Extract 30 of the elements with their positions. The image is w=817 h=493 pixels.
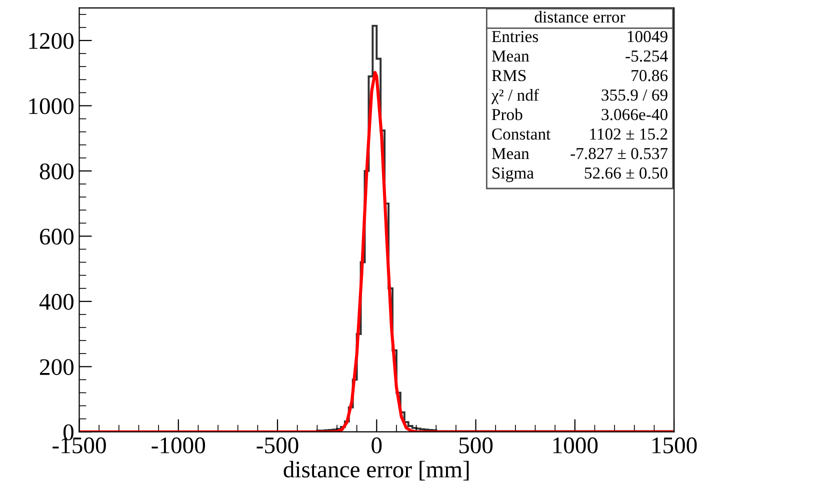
annotation: 355.9 / 69 bbox=[602, 89, 668, 101]
annotation: 52.66 ± 0.50 bbox=[584, 167, 668, 179]
x-tick-label: -500 bbox=[256, 437, 298, 454]
annotation: Entries bbox=[492, 30, 538, 42]
annotation: distance error bbox=[534, 10, 626, 23]
y-tick-label: 1000 bbox=[29, 98, 74, 114]
x-axis-title: distance error [mm] bbox=[284, 460, 469, 480]
y-tick-label: 400 bbox=[39, 294, 74, 310]
y-tick-label: 200 bbox=[40, 359, 74, 376]
x-tick-label: 1500 bbox=[652, 437, 697, 454]
annotation: Constant bbox=[492, 128, 551, 140]
x-tick-label: 0 bbox=[372, 437, 382, 454]
annotation: 3.066e-40 bbox=[602, 108, 668, 120]
annotation: 1102 ± 15.2 bbox=[590, 128, 668, 140]
y-tick-label: 1200 bbox=[29, 32, 74, 49]
x-tick-label: -1000 bbox=[152, 437, 206, 454]
annotation: 10049 bbox=[628, 30, 668, 42]
annotation: Prob bbox=[492, 108, 522, 120]
annotation: -5.254 bbox=[626, 50, 668, 62]
annotation: Mean bbox=[492, 50, 530, 62]
y-tick-label: 800 bbox=[40, 163, 74, 180]
annotation: RMS bbox=[492, 70, 526, 82]
x-tick-label: 500 bbox=[459, 437, 493, 454]
annotation: 70.86 bbox=[632, 70, 668, 82]
annotation: Sigma bbox=[492, 167, 534, 182]
x-tick-label: 1000 bbox=[553, 437, 598, 454]
y-tick-label: 600 bbox=[40, 228, 74, 245]
annotation: χ² / ndf bbox=[491, 88, 540, 104]
annotation: Mean bbox=[492, 148, 530, 160]
annotation: -7.827 ± 0.537 bbox=[570, 148, 668, 160]
